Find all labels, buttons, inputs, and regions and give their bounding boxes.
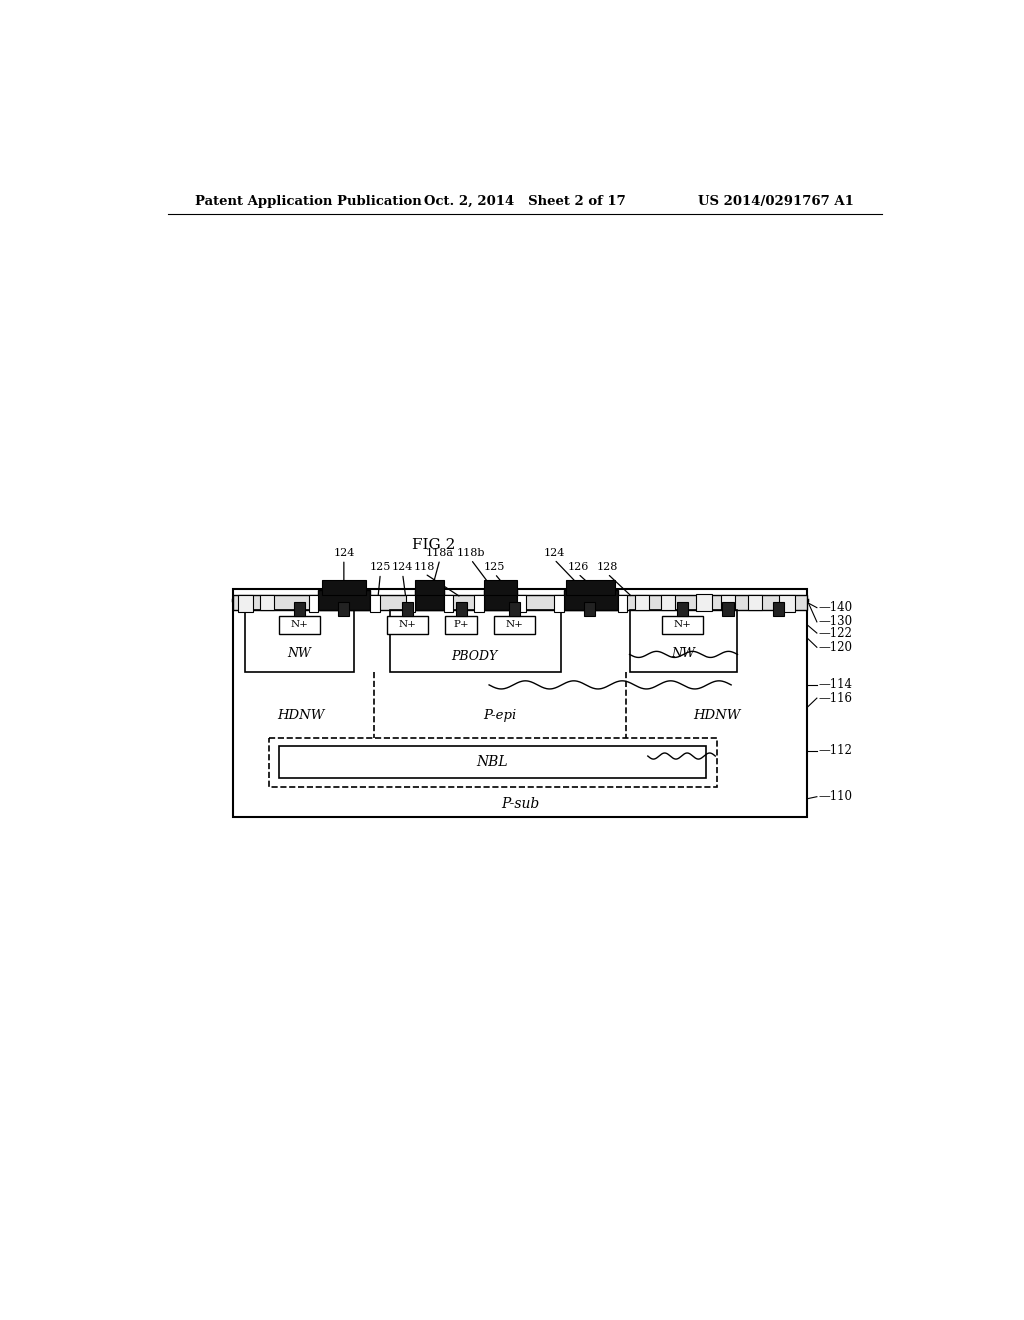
Bar: [509, 602, 520, 615]
Text: N+: N+: [398, 620, 417, 630]
Text: 118a: 118a: [426, 548, 454, 558]
Text: N+: N+: [674, 620, 691, 630]
Bar: [338, 602, 349, 615]
Text: PBODY: PBODY: [452, 649, 498, 663]
Bar: [238, 595, 253, 611]
Bar: [323, 581, 367, 595]
Bar: [773, 602, 784, 615]
Bar: [370, 595, 380, 611]
Bar: [494, 615, 536, 634]
Text: 124: 124: [392, 562, 414, 572]
Text: HDNW: HDNW: [693, 709, 740, 722]
Bar: [483, 581, 517, 595]
Bar: [269, 738, 717, 787]
Text: 118: 118: [414, 562, 435, 572]
Bar: [584, 602, 595, 615]
Text: P+: P+: [454, 620, 469, 630]
Bar: [517, 595, 526, 611]
Text: 118b: 118b: [457, 548, 485, 558]
Bar: [390, 610, 560, 672]
Text: N+: N+: [291, 620, 308, 630]
Bar: [401, 602, 413, 615]
Bar: [309, 595, 318, 611]
Text: N+: N+: [506, 620, 523, 630]
Bar: [416, 590, 443, 610]
Text: NW: NW: [672, 647, 695, 660]
Text: 126: 126: [567, 562, 589, 572]
Text: —116: —116: [818, 692, 852, 705]
Bar: [456, 602, 467, 615]
Text: 124: 124: [544, 548, 565, 558]
Text: 124: 124: [333, 548, 354, 558]
Text: Patent Application Publication: Patent Application Publication: [196, 194, 422, 207]
Text: —140: —140: [818, 601, 853, 614]
Bar: [617, 595, 627, 611]
Text: —122: —122: [818, 627, 852, 640]
Text: US 2014/0291767 A1: US 2014/0291767 A1: [698, 194, 854, 207]
Text: 125: 125: [370, 562, 391, 572]
Text: —130: —130: [818, 615, 853, 628]
Bar: [677, 602, 688, 615]
Bar: [778, 595, 795, 611]
Bar: [246, 610, 354, 672]
Text: NW: NW: [288, 647, 311, 660]
Bar: [260, 595, 274, 610]
Bar: [416, 581, 443, 595]
Bar: [279, 615, 321, 634]
Text: NBL: NBL: [476, 755, 508, 770]
Bar: [318, 590, 370, 610]
Bar: [294, 602, 305, 615]
Bar: [483, 590, 517, 610]
Text: —112: —112: [818, 744, 852, 758]
Text: —110: —110: [818, 791, 852, 803]
Bar: [232, 595, 807, 610]
Bar: [563, 590, 617, 610]
Bar: [387, 615, 428, 634]
Bar: [630, 610, 737, 672]
Text: P-sub: P-sub: [501, 797, 540, 810]
Text: 125: 125: [484, 562, 505, 572]
Bar: [443, 595, 454, 611]
Bar: [748, 595, 762, 610]
Text: —114: —114: [818, 678, 852, 692]
Bar: [406, 595, 416, 611]
Bar: [721, 595, 735, 610]
Bar: [663, 615, 703, 634]
Bar: [722, 602, 733, 615]
Bar: [445, 615, 477, 634]
Text: HDNW: HDNW: [278, 709, 325, 722]
Bar: [474, 595, 483, 611]
Bar: [696, 594, 712, 611]
Bar: [635, 595, 649, 610]
Text: Oct. 2, 2014   Sheet 2 of 17: Oct. 2, 2014 Sheet 2 of 17: [424, 194, 626, 207]
Bar: [232, 589, 807, 817]
Bar: [279, 746, 706, 779]
Text: —120: —120: [818, 640, 852, 653]
Bar: [660, 595, 675, 610]
Text: 128: 128: [597, 562, 618, 572]
Bar: [554, 595, 563, 611]
Text: P-epi: P-epi: [483, 709, 517, 722]
Text: FIG 2: FIG 2: [412, 537, 456, 552]
Bar: [566, 581, 615, 595]
